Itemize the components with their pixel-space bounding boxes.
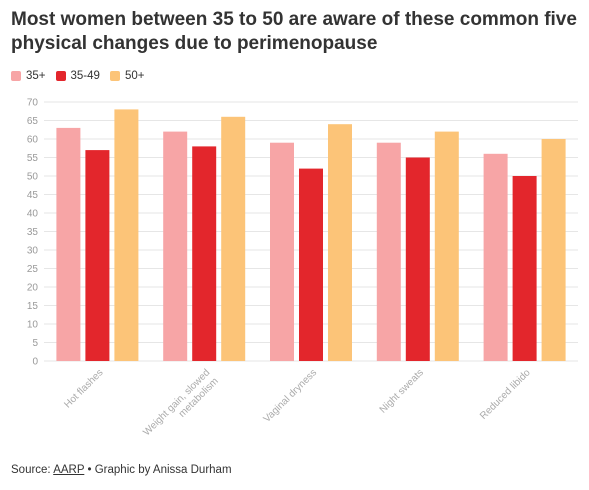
y-tick-label: 65: [27, 116, 39, 127]
bar-35-49-2[interactable]: [299, 168, 323, 361]
legend-label-50-plus: 50+: [124, 70, 145, 82]
y-tick-label: 25: [27, 264, 39, 275]
y-tick-label: 60: [27, 135, 39, 146]
legend-item-35-49[interactable]: 35-49: [55, 70, 100, 82]
x-tick-label: Hot flashes: [62, 367, 105, 410]
y-tick-label: 30: [27, 246, 39, 257]
bar-35-plus-4[interactable]: [483, 153, 508, 361]
bar-35-plus-1[interactable]: [163, 131, 188, 361]
legend-item-50-plus[interactable]: 50+: [109, 70, 145, 82]
y-tick-label: 5: [32, 338, 38, 349]
y-tick-label: 70: [27, 98, 39, 109]
y-tick-label: 15: [27, 301, 39, 312]
y-tick-label: 10: [27, 320, 39, 331]
bar-35-49-3[interactable]: [405, 157, 430, 362]
x-tick-label: Vaginal dryness: [262, 367, 320, 425]
bar-50-plus-4[interactable]: [541, 139, 566, 361]
x-tick-label: Weight gain, slowedmetabolism: [141, 367, 220, 446]
legend-label-35-49: 35-49: [70, 70, 100, 82]
bar-50-plus-1[interactable]: [221, 116, 246, 361]
bar-35-49-1[interactable]: [192, 146, 217, 361]
y-tick-label: 55: [27, 153, 39, 164]
bars: [56, 109, 566, 362]
chart-title: Most women between 35 to 50 are aware of…: [11, 9, 577, 54]
bar-35-plus-0[interactable]: [56, 127, 81, 362]
x-tick-label: Reduced libido: [478, 367, 533, 422]
y-axis-ticks: 0 5 10 15 20 25 30 35 40 45 50 55 60 65 70: [27, 98, 39, 368]
legend-swatch-35-plus: [11, 71, 21, 81]
bar-35-49-0[interactable]: [85, 150, 110, 361]
legend-label-35-plus: 35+: [26, 70, 46, 82]
bar-35-49-4[interactable]: [512, 176, 537, 361]
y-tick-label: 50: [27, 172, 39, 183]
bar-35-plus-2[interactable]: [270, 142, 294, 361]
y-tick-label: 35: [27, 227, 39, 238]
source-label: Source:: [11, 464, 51, 476]
bar-35-plus-3[interactable]: [376, 142, 401, 361]
bar-50-plus-0[interactable]: [114, 109, 139, 362]
legend-item-35-plus[interactable]: 35+: [11, 70, 46, 82]
x-axis-ticks: Hot flashes Weight gain, slowedmetabolism…: [62, 367, 533, 446]
source-link[interactable]: AARP: [53, 464, 85, 476]
y-tick-label: 45: [27, 190, 39, 201]
y-tick-label: 20: [27, 283, 39, 294]
legend-swatch-35-49: [55, 71, 66, 81]
bar-50-plus-2[interactable]: [328, 124, 352, 361]
y-tick-label: 0: [32, 357, 38, 368]
y-tick-label: 40: [27, 209, 39, 220]
legend: 35+ 35-49 50+: [11, 68, 154, 84]
bar-chart: 0 5 10 15 20 25 30 35 40 45 50 55 60 65 70 Hot flashes…: [27, 98, 578, 446]
x-tick-label: Night sweats: [378, 367, 426, 415]
legend-swatch-50-plus: [109, 71, 120, 81]
source-line: Source: AARP • Graphic by Anissa Durham: [11, 464, 232, 476]
bar-50-plus-3[interactable]: [434, 131, 459, 361]
credit-text: • Graphic by Anissa Durham: [87, 464, 232, 476]
